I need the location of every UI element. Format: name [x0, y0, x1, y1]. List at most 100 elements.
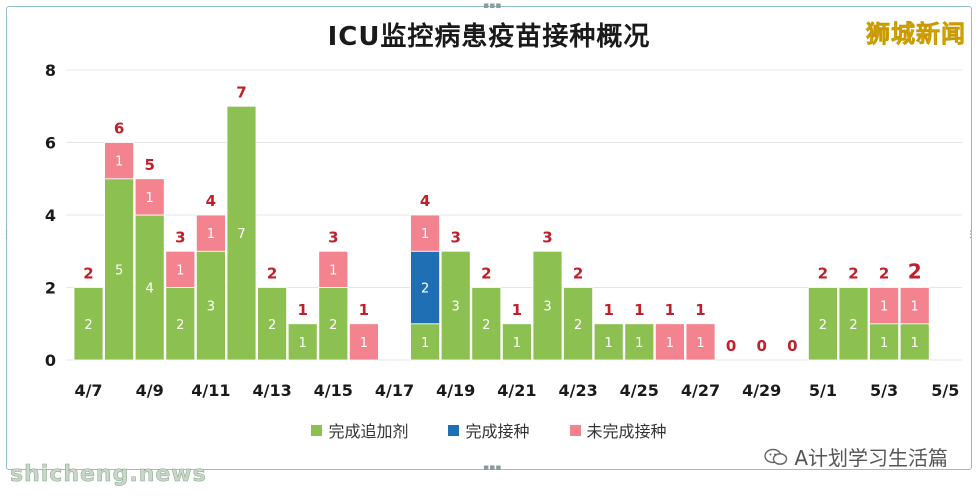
total-label: 1: [695, 301, 705, 319]
segment-label: 5: [115, 263, 123, 278]
y-tick-label: 8: [45, 61, 56, 80]
y-tick-label: 2: [45, 279, 56, 298]
segment-label: 3: [543, 300, 551, 315]
x-tick-label: 4/13: [252, 381, 291, 400]
watermark-right: A计划学习生活篇: [764, 442, 948, 471]
bar-segment: [593, 323, 624, 361]
total-label: 3: [328, 228, 338, 246]
legend-swatch-unvaccinated: [569, 424, 581, 436]
x-tick-label: 4/25: [620, 381, 659, 400]
legend-label-unvaccinated: 未完成接种: [586, 422, 667, 441]
total-label: 3: [450, 228, 460, 246]
segment-label: 2: [849, 318, 857, 333]
legend-label-booster: 完成追加剂: [328, 422, 409, 441]
bar-segment: [655, 323, 685, 361]
wechat-icon: [764, 448, 788, 465]
total-label: 2: [908, 260, 922, 284]
segment-label: 1: [299, 336, 307, 351]
segment-label: 3: [452, 300, 460, 315]
chart-frame: ▪▪▪ ⋮ ⋮ ▪▪▪: [2, 2, 975, 473]
watermark-right-text: A计划学习生活篇: [794, 446, 948, 470]
bar-segment: [73, 287, 104, 361]
segment-label: 4: [146, 282, 154, 297]
total-label: 0: [756, 337, 766, 355]
segment-label: 1: [146, 191, 154, 206]
bar-segment: [134, 214, 165, 361]
total-label: 2: [573, 265, 583, 283]
bar-segment: [104, 178, 134, 361]
legend-item-vaccinated: 完成接种: [448, 418, 530, 442]
x-tick-label: 4/17: [375, 381, 414, 400]
chart-legend: 完成追加剂 完成接种 未完成接种: [0, 418, 978, 442]
segment-label: 2: [268, 318, 276, 333]
x-tick-label: 5/1: [809, 381, 837, 400]
bar-segment: [195, 214, 226, 252]
x-tick-label: 4/19: [436, 381, 475, 400]
segment-label: 2: [574, 318, 582, 333]
legend-swatch-booster: [311, 424, 323, 436]
bar-segment: [440, 250, 471, 361]
resize-handle-right[interactable]: ⋮: [966, 230, 975, 240]
resize-handle-left[interactable]: ⋮: [2, 230, 11, 240]
x-tick-label: 4/9: [136, 381, 164, 400]
bar-segment: [869, 287, 899, 325]
bar-segment: [348, 323, 379, 361]
chart-title: ICU监控病患疫苗接种概况: [327, 22, 651, 52]
total-label: 1: [512, 301, 522, 319]
legend-item-unvaccinated: 未完成接种: [569, 418, 667, 442]
bar-segment: [318, 250, 349, 288]
bar-segment: [869, 323, 899, 361]
segment-label: 1: [513, 336, 521, 351]
bar-segment: [899, 287, 930, 325]
segment-label: 2: [482, 318, 490, 333]
segment-label: 2: [176, 318, 184, 333]
total-label: 3: [175, 228, 185, 246]
bar-segment: [501, 323, 532, 361]
y-tick-label: 4: [45, 206, 56, 225]
segment-label: 2: [421, 282, 429, 297]
segment-label: 1: [115, 155, 123, 170]
watermark-left: shicheng.news: [10, 462, 207, 488]
segment-label: 1: [911, 300, 919, 315]
x-tick-label: 4/7: [74, 381, 102, 400]
segment-label: 1: [666, 336, 674, 351]
bar-segment: [471, 287, 502, 361]
total-label: 5: [144, 156, 154, 174]
total-label: 2: [267, 265, 277, 283]
bar-segment: [104, 142, 134, 180]
bar-segment: [165, 287, 196, 361]
segment-label: 1: [880, 300, 888, 315]
y-tick-label: 0: [45, 351, 56, 370]
x-tick-label: 5/5: [931, 381, 959, 400]
segment-label: 2: [819, 318, 827, 333]
segment-label: 1: [635, 336, 643, 351]
x-tick-label: 4/15: [314, 381, 353, 400]
bar-segment: [808, 287, 838, 361]
total-label: 1: [603, 301, 613, 319]
segment-label: 1: [421, 227, 429, 242]
y-tick-label: 6: [45, 134, 56, 153]
bar-segment: [624, 323, 655, 361]
bar-segment: [165, 250, 196, 288]
total-label: 4: [420, 192, 430, 210]
total-label: 1: [297, 301, 307, 319]
total-label: 2: [481, 265, 491, 283]
total-label: 3: [542, 228, 552, 246]
bar-segment: [685, 323, 716, 361]
total-label: 2: [83, 265, 93, 283]
segment-label: 1: [360, 336, 368, 351]
bar-segment: [532, 250, 563, 361]
segment-label: 1: [329, 263, 337, 278]
total-label: 0: [726, 337, 736, 355]
segment-label: 1: [696, 336, 704, 351]
x-tick-label: 4/23: [558, 381, 597, 400]
segment-label: 7: [237, 227, 245, 242]
bar-segment: [287, 323, 318, 361]
total-label: 0: [787, 337, 797, 355]
total-label: 4: [206, 192, 216, 210]
bar-segment: [410, 214, 441, 252]
legend-label-vaccinated: 完成接种: [465, 422, 530, 441]
bar-segment: [134, 178, 165, 216]
segment-label: 1: [880, 336, 888, 351]
